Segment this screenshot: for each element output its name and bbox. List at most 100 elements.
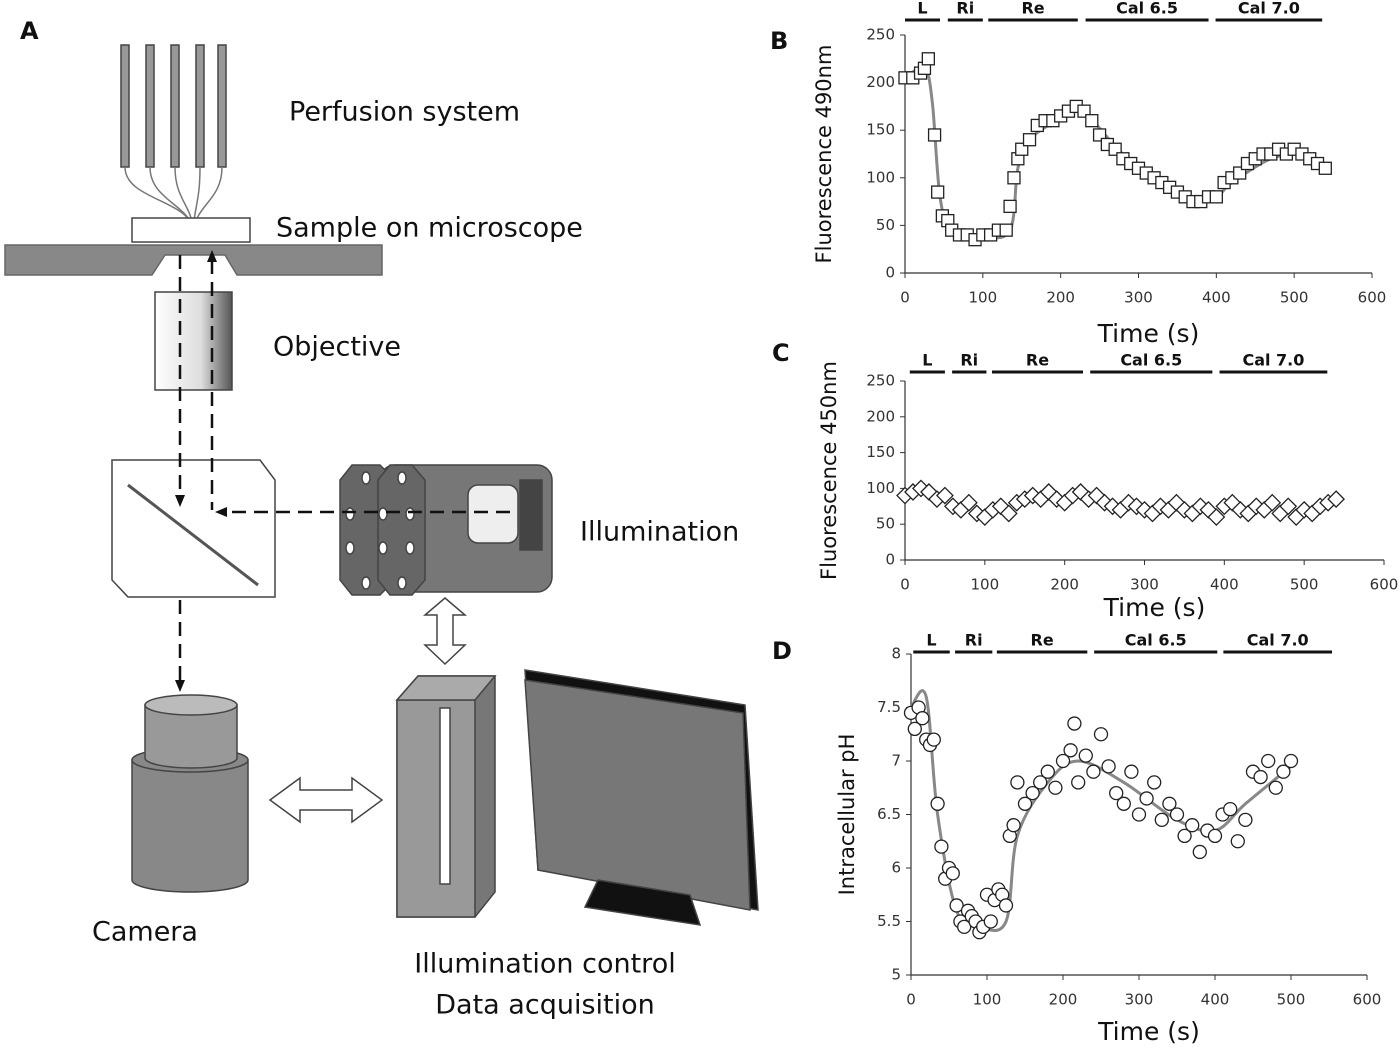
panel-label: A xyxy=(20,17,39,45)
panel-label: D xyxy=(772,637,792,665)
x-tick-label: 100 xyxy=(971,576,1000,594)
objective xyxy=(154,291,233,391)
y-tick-label: 5 xyxy=(891,966,901,984)
marker xyxy=(931,185,945,199)
marker xyxy=(1067,716,1082,731)
camera xyxy=(131,694,249,893)
y-tick-label: 0 xyxy=(885,551,895,569)
marker xyxy=(1276,764,1291,779)
marker xyxy=(1085,114,1099,128)
period-label: Re xyxy=(1026,351,1049,370)
label: Perfusion system xyxy=(289,97,520,128)
controller-top xyxy=(395,675,497,701)
marker xyxy=(1238,812,1253,827)
marker xyxy=(1101,759,1116,774)
y-tick-label: 100 xyxy=(866,168,895,186)
diagram xyxy=(4,44,759,926)
marker xyxy=(1261,753,1276,769)
marker xyxy=(1086,764,1101,779)
period-label: Cal 7.0 xyxy=(1242,351,1304,370)
monitor-screen xyxy=(524,679,751,911)
marker xyxy=(1169,807,1185,822)
x-tick-label: 0 xyxy=(900,576,910,594)
x-tick-label: 300 xyxy=(1130,576,1159,594)
period-label: Cal 6.5 xyxy=(1125,631,1187,650)
y-tick-label: 7 xyxy=(891,752,901,770)
lamp xyxy=(467,484,519,544)
label: Illumination xyxy=(580,517,739,548)
marker xyxy=(926,732,941,747)
marker xyxy=(1147,775,1162,790)
light-path xyxy=(178,255,510,680)
y-tick-label: 7.5 xyxy=(877,698,901,716)
y-tick-label: 6.5 xyxy=(877,805,901,823)
y-tick-label: 250 xyxy=(866,372,895,390)
x-tick-label: 400 xyxy=(1202,289,1231,307)
marker xyxy=(1124,764,1139,779)
x-tick-label: 200 xyxy=(1049,991,1078,1009)
sample-dish xyxy=(131,217,251,243)
x-axis-title: Time (s) xyxy=(1097,1017,1200,1046)
y-tick-label: 50 xyxy=(876,515,895,533)
marker xyxy=(957,919,972,934)
marker xyxy=(998,898,1014,913)
marker xyxy=(959,493,978,512)
marker xyxy=(1207,508,1226,526)
marker xyxy=(999,504,1018,523)
marker xyxy=(1063,743,1078,758)
period-label: Ri xyxy=(956,0,974,18)
marker xyxy=(921,52,935,66)
marker xyxy=(1139,791,1154,806)
y-tick-label: 100 xyxy=(866,479,895,497)
x-tick-label: 400 xyxy=(1201,991,1230,1009)
marker xyxy=(1209,190,1223,204)
x-tick-label: 400 xyxy=(1210,576,1239,594)
period-label: Cal 6.5 xyxy=(1116,0,1178,18)
marker xyxy=(1055,753,1071,769)
arrowheads xyxy=(175,250,227,692)
marker xyxy=(1093,727,1109,742)
marker xyxy=(983,914,998,929)
marker xyxy=(1007,171,1021,185)
y-tick-label: 8 xyxy=(891,645,901,663)
x-tick-label: 200 xyxy=(1050,576,1079,594)
marker xyxy=(927,128,942,142)
marker xyxy=(1017,796,1033,811)
marker xyxy=(915,711,930,726)
marker xyxy=(1318,161,1332,175)
x-tick-label: 0 xyxy=(900,289,910,307)
marker xyxy=(1022,133,1037,147)
marker xyxy=(1154,812,1169,827)
x-tick-label: 100 xyxy=(973,991,1002,1009)
period-label: Cal 7.0 xyxy=(1238,0,1300,18)
lamp-reflector xyxy=(519,479,543,551)
mirror xyxy=(127,483,259,587)
filter-holes xyxy=(345,471,415,590)
controller-front xyxy=(396,699,476,918)
marker xyxy=(1078,748,1093,763)
stage xyxy=(4,244,383,276)
panel-label: C xyxy=(772,339,790,367)
period-label: L xyxy=(917,0,927,18)
x-axis-title: Time (s) xyxy=(1097,319,1200,348)
y-tick-label: 0 xyxy=(885,264,895,282)
marker xyxy=(1071,775,1086,790)
marker xyxy=(1162,796,1177,811)
marker xyxy=(934,839,949,854)
marker xyxy=(1185,818,1200,833)
period-label: Ri xyxy=(960,351,978,370)
x-tick-label: 300 xyxy=(1125,991,1154,1009)
marker xyxy=(1003,199,1017,214)
marker xyxy=(1040,764,1055,779)
marker xyxy=(1207,828,1223,844)
marker xyxy=(1253,769,1268,785)
panel-label: B xyxy=(770,27,788,55)
x-tick-label: 600 xyxy=(1370,576,1399,594)
period-label: Cal 6.5 xyxy=(1120,351,1182,370)
x-tick-label: 0 xyxy=(906,991,916,1009)
x-tick-label: 600 xyxy=(1353,991,1382,1009)
x-tick-label: 300 xyxy=(1124,289,1153,307)
marker xyxy=(1109,785,1124,801)
period-label: Re xyxy=(1021,0,1044,18)
